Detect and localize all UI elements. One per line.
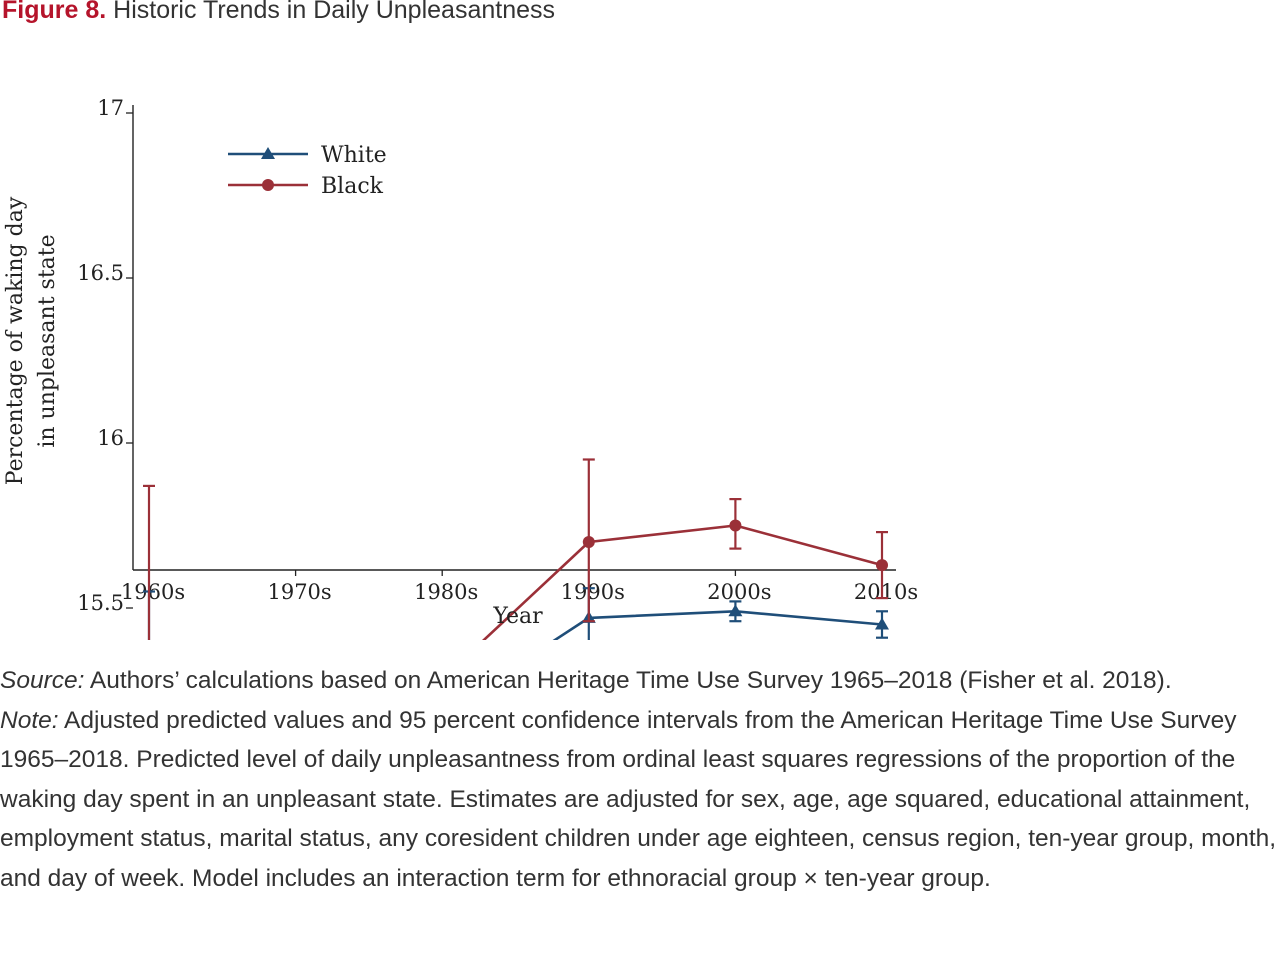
x-tick-label: 2010s [854,580,918,604]
x-tick-label: 1980s [414,580,478,604]
black-point [876,559,888,572]
source-label: Source: [0,667,85,694]
black-point [729,519,742,532]
y-tick-label: 16 [97,426,124,450]
legend-white-marker [261,147,275,159]
y-tick-label: 15.5 [77,591,124,615]
black-point [582,536,595,548]
figure-notes: Source: Authors’ calculations based on A… [0,661,1280,898]
note-paragraph: Note: Adjusted predicted values and 95 p… [0,701,1280,899]
legend-black-marker [262,179,274,191]
chart-axes [132,105,896,571]
y-axis-label-line1: Percentage of waking day [3,196,28,485]
source-note: Source: Authors’ calculations based on A… [0,661,1280,701]
y-tick-label: 17 [97,96,124,120]
x-tick-label: 2000s [707,580,771,604]
figure-number: Figure 8. [2,0,107,24]
figure-title-text: Historic Trends in Daily Unpleasantness [113,0,555,24]
x-axis-label: Year [492,604,543,629]
x-tick-label: 1990s [561,580,625,604]
note-text: Adjusted predicted values and 95 percent… [0,706,1277,892]
series-black [143,458,888,640]
figure-title: Figure 8. Historic Trends in Daily Unple… [2,0,555,25]
legend: White Black [228,143,387,199]
legend-white-label: White [321,143,387,168]
line-chart: 1960s 1970s 1980s 1990s 2000s 2010s 1716.5161… [3,96,918,640]
series-layer [143,458,889,640]
x-tick-label: 1970s [267,580,331,604]
white-point [728,604,743,617]
note-label: Note: [0,706,59,734]
y-axis-label-line2: in unpleasant state [35,234,60,447]
x-axis-ticks: 1960s 1970s 1980s 1990s 2000s 2010s [121,570,918,604]
white-point [875,617,889,630]
legend-black-label: Black [321,174,384,199]
y-tick-label: 16.5 [77,261,124,285]
source-text: Authors’ calculations based on American … [84,667,1172,694]
